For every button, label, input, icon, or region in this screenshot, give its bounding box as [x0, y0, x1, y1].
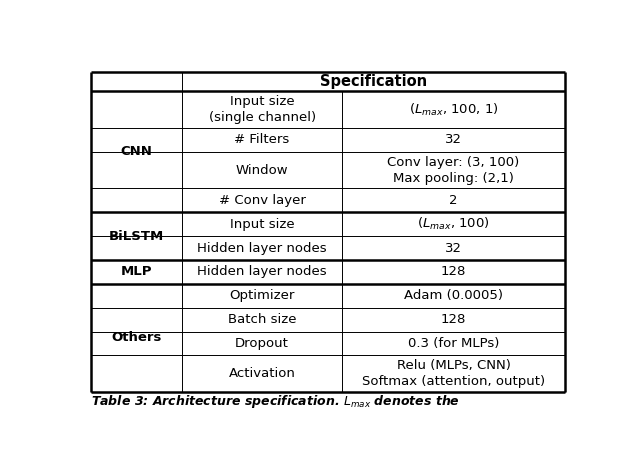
Text: 2: 2	[449, 194, 458, 207]
Text: CNN: CNN	[120, 145, 152, 158]
Text: Hidden layer nodes: Hidden layer nodes	[197, 266, 327, 278]
Text: Conv layer: (3, 100): Conv layer: (3, 100)	[387, 156, 520, 169]
Text: 128: 128	[441, 313, 466, 326]
Text: Relu (MLPs, CNN): Relu (MLPs, CNN)	[397, 359, 511, 372]
Text: 128: 128	[441, 266, 466, 278]
Text: Specification: Specification	[320, 75, 428, 89]
Text: # Filters: # Filters	[234, 133, 290, 146]
Text: (single channel): (single channel)	[209, 111, 316, 124]
Text: 32: 32	[445, 242, 462, 255]
Text: Input size: Input size	[230, 95, 294, 108]
Text: 0.3 (for MLPs): 0.3 (for MLPs)	[408, 337, 499, 350]
Text: Max pooling: (2,1): Max pooling: (2,1)	[393, 172, 514, 185]
Text: Batch size: Batch size	[228, 313, 296, 326]
Text: Table 3: Architecture specification. $L_{max}$ denotes the: Table 3: Architecture specification. $L_…	[91, 393, 460, 410]
Text: Activation: Activation	[228, 367, 296, 380]
Text: Input size: Input size	[230, 218, 294, 231]
Text: Window: Window	[236, 164, 289, 177]
Text: ($L_{max}$, 100, 1): ($L_{max}$, 100, 1)	[409, 102, 499, 118]
Text: # Conv layer: # Conv layer	[219, 194, 305, 207]
Text: Softmax (attention, output): Softmax (attention, output)	[362, 375, 545, 388]
Text: ($L_{max}$, 100): ($L_{max}$, 100)	[417, 216, 490, 232]
Text: 32: 32	[445, 133, 462, 146]
Text: Optimizer: Optimizer	[229, 289, 295, 302]
Text: Others: Others	[111, 332, 162, 344]
Text: MLP: MLP	[121, 266, 152, 278]
Text: BiLSTM: BiLSTM	[109, 229, 164, 243]
Text: Hidden layer nodes: Hidden layer nodes	[197, 242, 327, 255]
Text: Adam (0.0005): Adam (0.0005)	[404, 289, 503, 302]
Text: Dropout: Dropout	[235, 337, 289, 350]
